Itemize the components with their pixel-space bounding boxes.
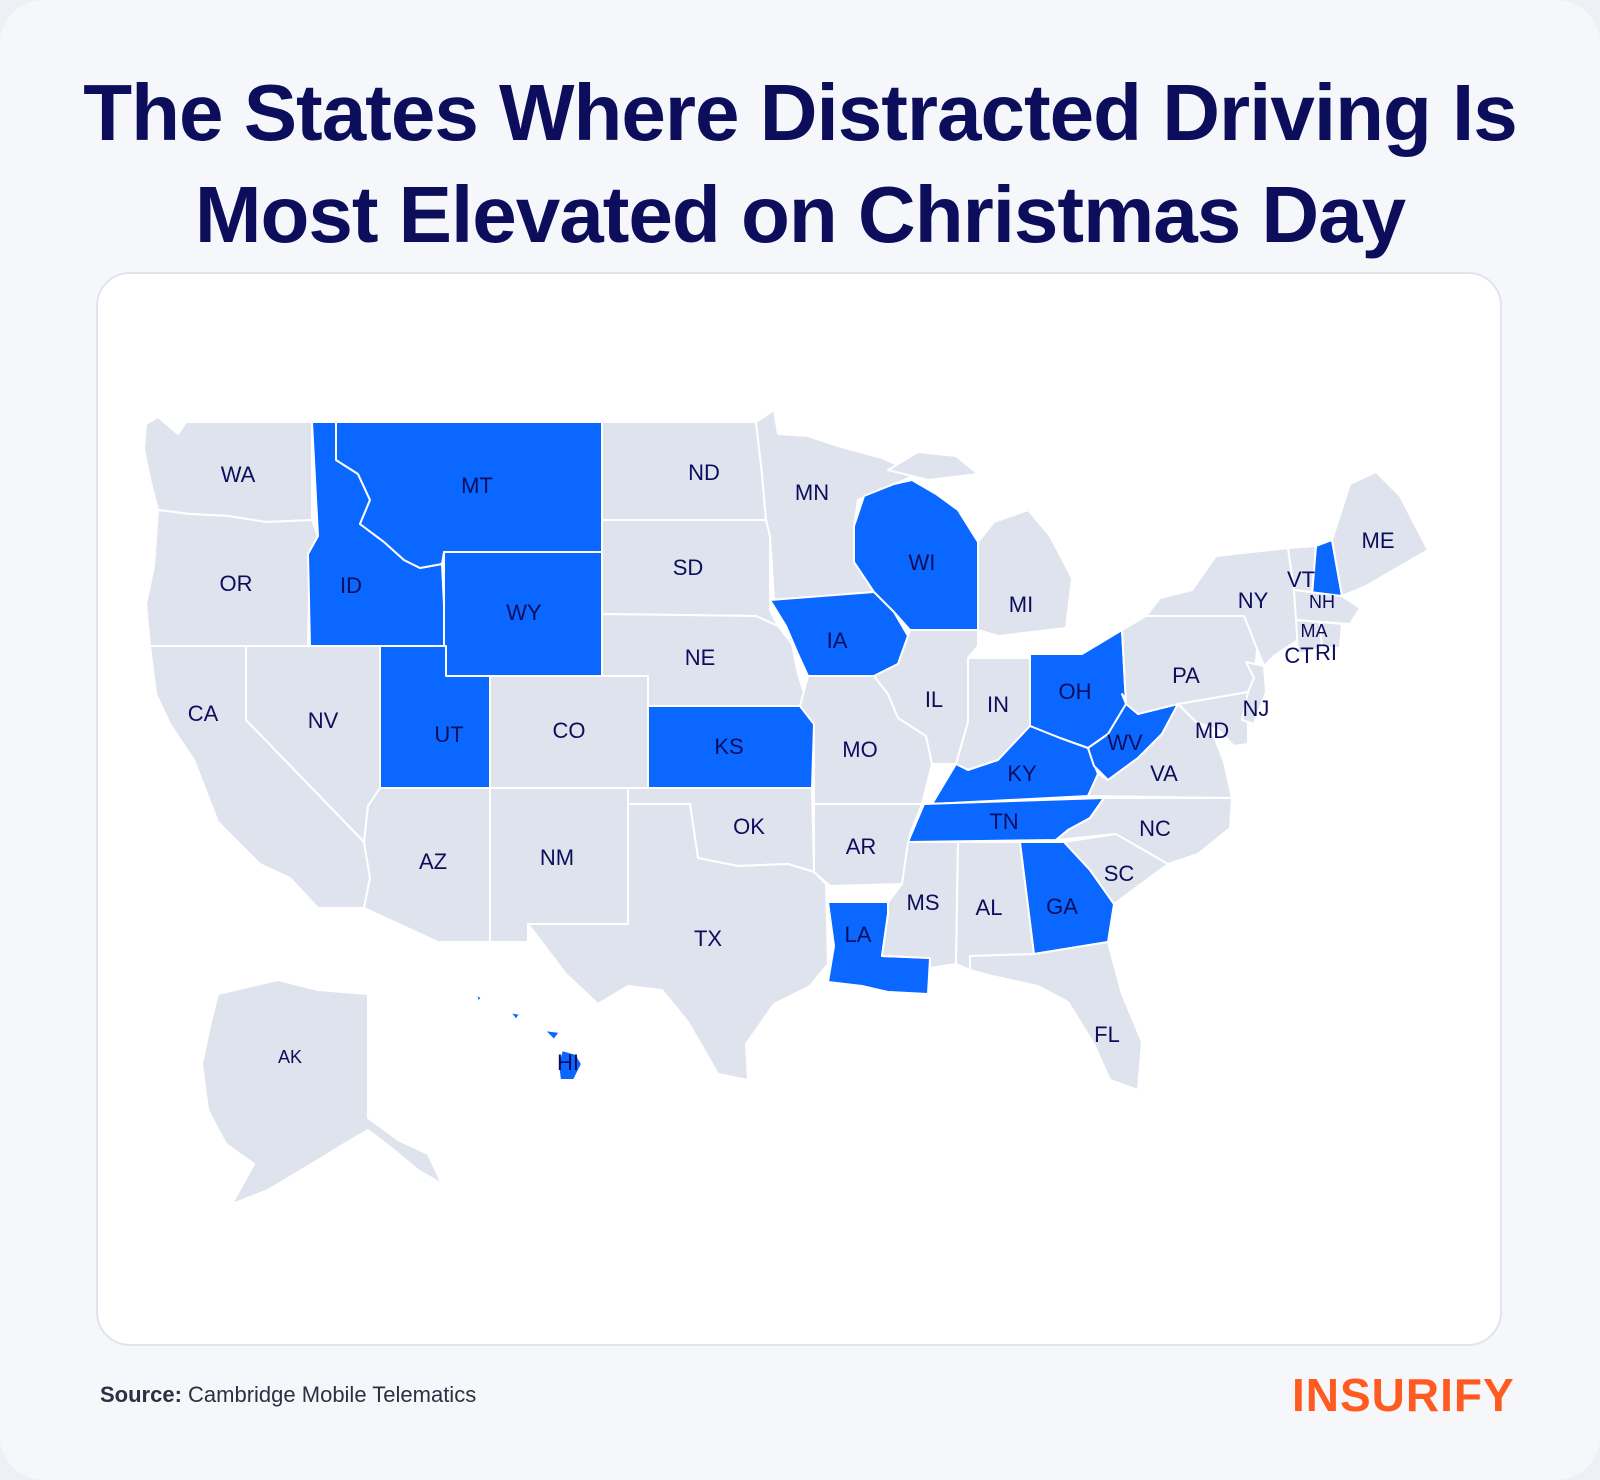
label-wa: WA [221, 462, 256, 487]
label-ga: GA [1046, 894, 1078, 919]
label-wv: WV [1107, 730, 1143, 755]
state-shapes [143, 409, 1429, 1205]
label-ne: NE [685, 645, 716, 670]
label-md: MD [1195, 718, 1229, 743]
label-ia: IA [827, 628, 848, 653]
title-line-2: Most Elevated on Christmas Day [194, 170, 1406, 259]
label-tx: TX [694, 926, 722, 951]
label-va: VA [1150, 761, 1178, 786]
label-ks: KS [714, 734, 743, 759]
label-mi: MI [1009, 592, 1033, 617]
title-line-1: The States Where Distracted Driving Is [83, 68, 1518, 157]
label-ok: OK [733, 814, 765, 839]
state-nj [1241, 661, 1267, 725]
label-tn: TN [989, 809, 1018, 834]
state-ky [931, 725, 1099, 805]
label-ky: KY [1007, 761, 1037, 786]
label-sd: SD [673, 555, 704, 580]
label-ak: AK [278, 1047, 302, 1067]
us-map: WA OR CA NV ID MT WY UT CO AZ NM ND SD N… [143, 409, 1429, 1205]
label-nh: NH [1309, 592, 1335, 612]
label-id: ID [340, 573, 362, 598]
label-or: OR [220, 571, 253, 596]
label-co: CO [553, 718, 586, 743]
state-me [1331, 471, 1429, 597]
state-tx [527, 803, 829, 1081]
label-ca: CA [188, 701, 219, 726]
state-ak [201, 979, 443, 1205]
label-hi: HI [557, 1050, 579, 1075]
label-mt: MT [461, 473, 493, 498]
label-ar: AR [846, 834, 877, 859]
label-me: ME [1362, 528, 1395, 553]
source-text: Cambridge Mobile Telematics [181, 1382, 477, 1407]
state-ne [601, 613, 809, 707]
label-nv: NV [308, 708, 339, 733]
state-mi [887, 451, 1073, 637]
source-label: Source: [100, 1382, 182, 1407]
state-hi [475, 993, 583, 1081]
label-az: AZ [419, 849, 447, 874]
label-pa: PA [1172, 663, 1200, 688]
state-ca [149, 645, 371, 909]
label-ct: CT [1284, 643, 1313, 668]
label-ut: UT [434, 722, 463, 747]
label-nj: NJ [1243, 696, 1270, 721]
label-al: AL [976, 895, 1003, 920]
state-nd [601, 421, 767, 521]
label-mo: MO [842, 737, 877, 762]
label-il: IL [925, 687, 943, 712]
label-in: IN [987, 692, 1009, 717]
label-sc: SC [1104, 861, 1135, 886]
source-note: Source: Cambridge Mobile Telematics [100, 1382, 476, 1408]
state-il [873, 629, 979, 765]
label-la: LA [845, 922, 872, 947]
state-mn [755, 409, 919, 601]
label-ma: MA [1301, 621, 1328, 641]
label-ny: NY [1238, 588, 1269, 613]
state-labels: WA OR CA NV ID MT WY UT CO AZ NM ND SD N… [188, 460, 1395, 1075]
state-ma [1293, 589, 1361, 625]
map-card: WA OR CA NV ID MT WY UT CO AZ NM ND SD N… [96, 272, 1502, 1346]
insurify-logo: INSURIFY [1292, 1369, 1515, 1421]
label-fl: FL [1094, 1022, 1120, 1047]
page-title: The States Where Distracted Driving Is M… [0, 62, 1600, 266]
label-oh: OH [1059, 679, 1092, 704]
label-wy: WY [506, 600, 542, 625]
label-nc: NC [1139, 816, 1171, 841]
label-vt: VT [1287, 567, 1315, 592]
label-ms: MS [907, 890, 940, 915]
state-ri [1319, 621, 1343, 649]
label-nm: NM [540, 845, 574, 870]
state-fl [969, 941, 1143, 1091]
label-wi: WI [909, 550, 936, 575]
label-mn: MN [795, 480, 829, 505]
label-ri: RI [1315, 640, 1337, 665]
state-nc [1055, 797, 1233, 865]
label-nd: ND [688, 460, 720, 485]
